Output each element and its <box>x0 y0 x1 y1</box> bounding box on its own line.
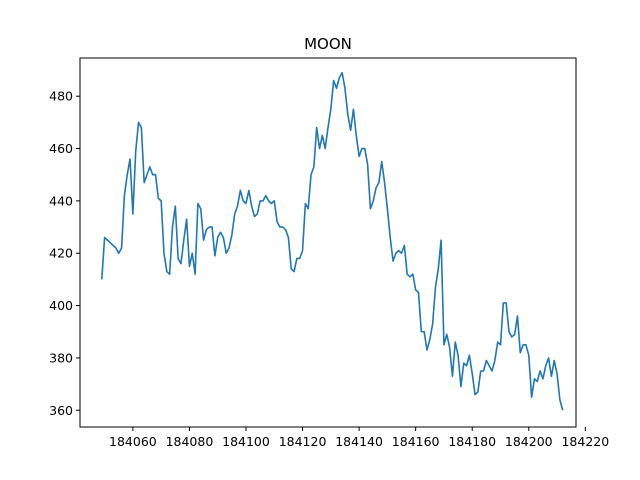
y-tick-label: 460 <box>49 141 73 156</box>
x-tick-label: 184080 <box>166 434 214 449</box>
x-tick-label: 184100 <box>222 434 270 449</box>
series-layer <box>100 71 564 411</box>
x-axis-ticks: 184060 184080 184100 184120 184140 184160 1841… <box>109 427 609 449</box>
chart-title: MOON <box>304 35 352 53</box>
x-tick-label: 184220 <box>561 434 609 449</box>
x-tick-label: 184120 <box>279 434 327 449</box>
y-tick-label: 380 <box>49 350 73 365</box>
y-tick-label: 420 <box>49 246 73 261</box>
series-line <box>100 71 564 411</box>
x-tick-label: 184060 <box>109 434 157 449</box>
x-tick-label: 184180 <box>448 434 496 449</box>
y-axis-ticks: 360 380 400 420 440 460 480 <box>49 89 80 418</box>
y-tick-label: 360 <box>49 403 73 418</box>
plot-frame <box>79 57 577 428</box>
x-tick-label: 184140 <box>335 434 383 449</box>
y-tick-label: 400 <box>49 298 73 313</box>
x-tick-label: 184160 <box>392 434 440 449</box>
y-tick-label: 480 <box>49 89 73 104</box>
x-tick-label: 184200 <box>505 434 553 449</box>
y-tick-label: 440 <box>49 193 73 208</box>
